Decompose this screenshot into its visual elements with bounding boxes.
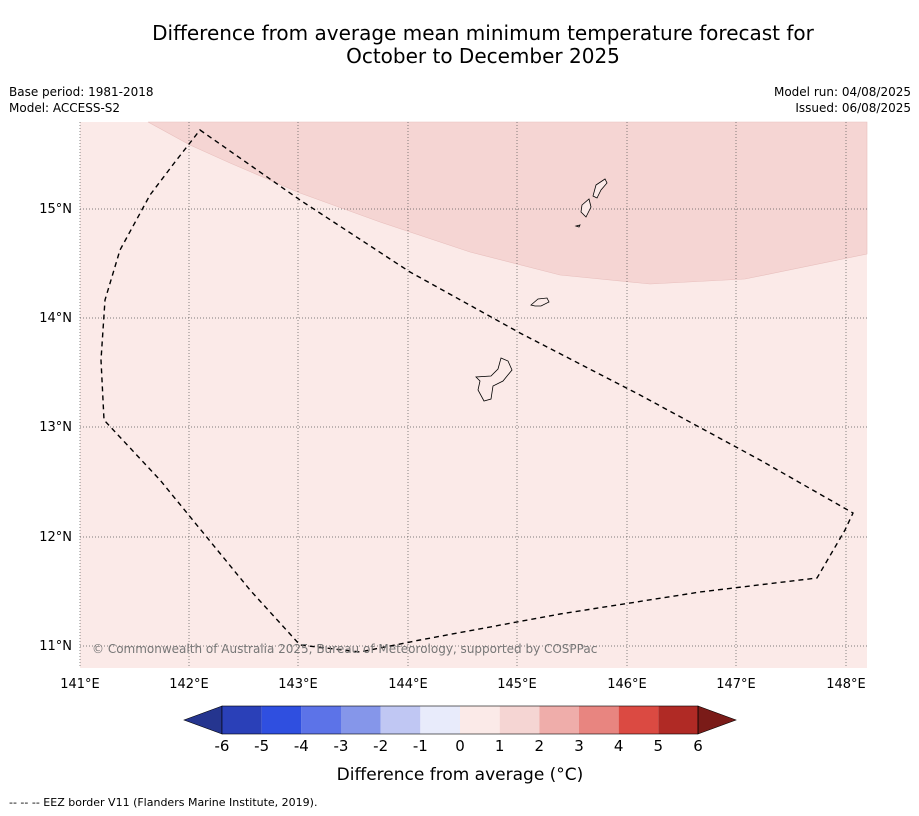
- colorbar-segment: [539, 706, 579, 734]
- colorbar-extend-low: [183, 705, 223, 735]
- lat-label-13: 13°N: [39, 420, 72, 435]
- meta-right: Model run: 04/08/2025 Issued: 06/08/2025: [774, 84, 911, 116]
- model-label: Model: ACCESS-S2: [9, 101, 121, 115]
- island-rota: [530, 297, 550, 307]
- colorbar-segment: [380, 706, 421, 734]
- lon-tick-labels: 141°E 142°E 143°E 144°E 145°E 146°E 147°…: [60, 677, 866, 692]
- lon-label-142: 142°E: [169, 677, 209, 692]
- colorbar-outline: [221, 705, 699, 735]
- colorbar-tick-label: -4: [294, 737, 309, 755]
- colorbar-segment: [222, 706, 262, 734]
- colorbar-tick-label: 6: [693, 737, 703, 755]
- island-saipan: [592, 178, 608, 199]
- colorbar-segment: [618, 706, 659, 734]
- colorbar-segment: [301, 706, 341, 734]
- islands: [475, 178, 608, 402]
- colorbar-tick-label: -1: [413, 737, 428, 755]
- colorbar-tick-label: -5: [254, 737, 269, 755]
- colorbar-tick-label: 4: [614, 737, 624, 755]
- lat-label-11: 11°N: [39, 639, 72, 654]
- title-line-1: Difference from average mean minimum tem…: [152, 21, 814, 45]
- eez-border: [100, 129, 854, 653]
- lat-label-12: 12°N: [39, 530, 72, 545]
- colorbar-extend-high: [697, 705, 737, 735]
- island-guam: [475, 357, 513, 402]
- colorbar-tick-label: 3: [574, 737, 584, 755]
- colorbar-tick-label: -2: [373, 737, 388, 755]
- lat-label-15: 15°N: [39, 202, 72, 217]
- colorbar-segment: [579, 706, 619, 734]
- lat-label-14: 14°N: [39, 311, 72, 326]
- anomaly-region-1-2: [147, 121, 868, 285]
- lon-label-148: 148°E: [826, 677, 866, 692]
- colorbar-title: Difference from average (°C): [337, 765, 584, 785]
- colorbar-tick-label: 1: [495, 737, 505, 755]
- lon-label-147: 147°E: [716, 677, 756, 692]
- title-line-2: October to December 2025: [346, 44, 620, 68]
- eez-footnote: -- -- -- EEZ border V11 (Flanders Marine…: [9, 796, 318, 809]
- colorbar-tick-label: 0: [455, 737, 465, 755]
- colorbar-tick-label: 2: [535, 737, 545, 755]
- lon-label-144: 144°E: [388, 677, 428, 692]
- base-period-label: Base period: 1981-2018: [9, 85, 154, 99]
- lon-label-146: 146°E: [607, 677, 647, 692]
- gridlines: [80, 122, 867, 668]
- copyright-text: © Commonwealth of Australia 2025, Bureau…: [92, 642, 597, 656]
- colorbar-segment: [341, 706, 381, 734]
- chart-title: Difference from average mean minimum tem…: [0, 22, 919, 68]
- lon-label-141: 141°E: [60, 677, 100, 692]
- colorbar-segment: [420, 706, 460, 734]
- colorbar-segment: [658, 706, 698, 734]
- colorbar-tick-labels: -6 -5 -4 -3 -2 -1 0 1 2 3 4 5 6: [215, 737, 703, 755]
- colorbar-tick-label: -6: [215, 737, 230, 755]
- colorbar-segment: [499, 706, 540, 734]
- colorbar: [183, 705, 737, 735]
- lat-tick-labels: 15°N 14°N 13°N 12°N 11°N: [39, 202, 72, 654]
- colorbar-tick-label: -3: [334, 737, 349, 755]
- island-tinian: [580, 198, 592, 218]
- issued-label: Issued: 06/08/2025: [795, 101, 911, 115]
- lon-label-143: 143°E: [278, 677, 318, 692]
- meta-left: Base period: 1981-2018 Model: ACCESS-S2: [9, 84, 154, 116]
- island-aguijan: [574, 224, 581, 228]
- model-run-label: Model run: 04/08/2025: [773, 85, 911, 99]
- colorbar-segment: [460, 706, 500, 734]
- colorbar-tick-label: 5: [654, 737, 664, 755]
- lon-label-145: 145°E: [497, 677, 537, 692]
- colorbar-segment: [261, 706, 302, 734]
